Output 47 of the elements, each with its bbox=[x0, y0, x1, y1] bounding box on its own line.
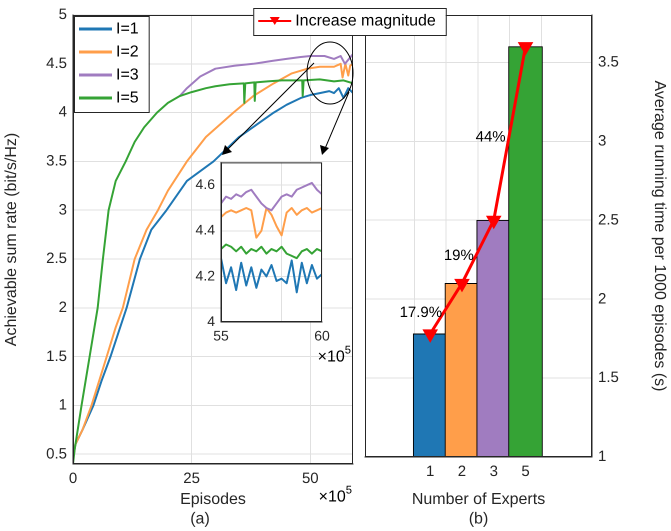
x-axis-title: Episodes bbox=[180, 490, 246, 508]
x-tick-label: 55 bbox=[213, 327, 229, 344]
x-tick-label: 3 bbox=[490, 463, 498, 480]
text: (b) bbox=[468, 510, 488, 528]
x-tick-label: 5 bbox=[521, 463, 530, 480]
annotation: 44% bbox=[476, 128, 506, 146]
y-tick-label: 4.6 bbox=[196, 176, 216, 192]
y2-tick-label: 1.5 bbox=[598, 369, 619, 386]
y2-tick-label: 1 bbox=[598, 448, 606, 466]
x-axis-title: Number of Experts bbox=[412, 490, 546, 508]
y2-tick-label: 3.5 bbox=[598, 54, 619, 70]
y-tick-label: 5 bbox=[58, 6, 67, 24]
y2-tick-label: 2 bbox=[598, 290, 606, 308]
x-tick-label: 50 bbox=[302, 470, 319, 488]
y-tick-label: 3.5 bbox=[46, 152, 67, 170]
legend-label: I=3 bbox=[116, 66, 139, 84]
point bbox=[518, 42, 532, 54]
y-tick-label: 1 bbox=[58, 396, 67, 414]
y-tick-label: 4.5 bbox=[46, 54, 67, 72]
y-tick-label: 4 bbox=[58, 104, 67, 121]
legend-label: I=2 bbox=[116, 43, 139, 60]
point bbox=[455, 278, 469, 291]
annotation: 17.9% bbox=[400, 304, 442, 321]
y-tick-label: 3 bbox=[58, 201, 67, 218]
point bbox=[424, 329, 437, 342]
y-tick-label: 2 bbox=[58, 298, 67, 316]
text: (a) bbox=[190, 510, 210, 528]
y-tick-label: 0.5 bbox=[46, 445, 67, 462]
y2-tick-label: 2.5 bbox=[598, 211, 619, 228]
y-tick-label: 4.2 bbox=[196, 267, 216, 284]
x-tick-label: 25 bbox=[183, 470, 200, 488]
x-tick-label: 2 bbox=[458, 463, 466, 480]
y-tick-label: 1.5 bbox=[46, 348, 67, 365]
y-tick-label: 4 bbox=[207, 312, 216, 329]
y-tick-label: 4.4 bbox=[196, 222, 216, 238]
legend-label: I=5 bbox=[116, 89, 139, 106]
x-tick-label: 0 bbox=[68, 470, 78, 488]
y-axis-title: Achievable sum rate (bit/s/Hz) bbox=[3, 132, 20, 346]
x-tick-label: 60 bbox=[314, 327, 330, 344]
y2-axis-title: Average running time per 1000 episodes (s) bbox=[650, 80, 668, 392]
legend-label: I=1 bbox=[116, 20, 139, 38]
annotation: 19% bbox=[444, 246, 474, 264]
y2-tick-label: 3 bbox=[598, 132, 606, 150]
x-tick-label: 1 bbox=[426, 463, 434, 480]
y-tick-label: 2.5 bbox=[46, 250, 67, 268]
legend-label: Increase magnitude bbox=[295, 12, 436, 30]
point bbox=[487, 216, 500, 228]
